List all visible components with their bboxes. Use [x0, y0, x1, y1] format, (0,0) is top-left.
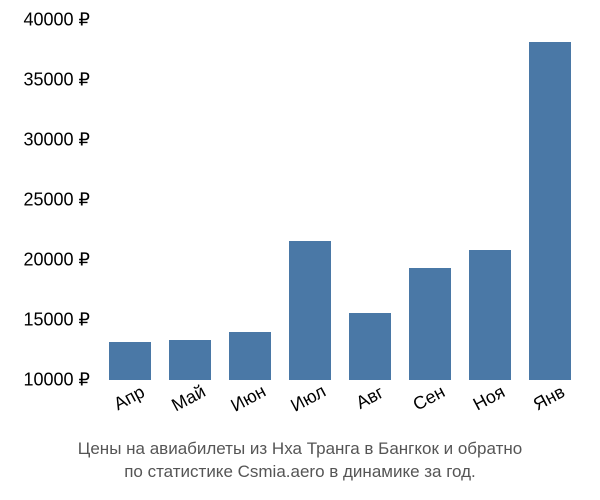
- x-tick-label: Сен: [410, 381, 449, 415]
- plot-area: АпрМайИюнИюлАвгСенНояЯнв 10000 ₽15000 ₽2…: [100, 20, 580, 380]
- bar-column: Ноя: [460, 20, 520, 380]
- x-tick-label: Авг: [353, 382, 388, 414]
- x-tick-label: Апр: [110, 382, 148, 415]
- bars-container: АпрМайИюнИюлАвгСенНояЯнв: [100, 20, 580, 380]
- bar: [169, 340, 211, 380]
- bar-column: Июл: [280, 20, 340, 380]
- chart-caption: Цены на авиабилеты из Нха Транга в Бангк…: [0, 438, 600, 484]
- bar: [289, 241, 331, 380]
- y-tick-label: 35000 ₽: [23, 70, 100, 91]
- y-tick-label: 10000 ₽: [23, 370, 100, 391]
- caption-line-2: по статистике Csmia.aero в динамике за г…: [124, 462, 476, 481]
- x-tick-label: Ноя: [470, 381, 509, 415]
- y-tick-label: 30000 ₽: [23, 130, 100, 151]
- bar-column: Май: [160, 20, 220, 380]
- bar-column: Апр: [100, 20, 160, 380]
- price-chart: АпрМайИюнИюлАвгСенНояЯнв 10000 ₽15000 ₽2…: [0, 0, 600, 500]
- bar: [409, 268, 451, 380]
- bar: [469, 250, 511, 380]
- bar: [529, 42, 571, 380]
- x-tick-label: Июл: [287, 381, 329, 417]
- x-tick-label: Янв: [530, 381, 569, 415]
- bar: [109, 342, 151, 380]
- bar: [229, 332, 271, 380]
- y-tick-label: 25000 ₽: [23, 190, 100, 211]
- bar-column: Июн: [220, 20, 280, 380]
- bar-column: Сен: [400, 20, 460, 380]
- caption-line-1: Цены на авиабилеты из Нха Транга в Бангк…: [78, 439, 522, 458]
- x-tick-label: Июн: [228, 381, 270, 417]
- x-tick-label: Май: [168, 381, 209, 416]
- y-tick-label: 15000 ₽: [23, 310, 100, 331]
- bar-column: Авг: [340, 20, 400, 380]
- bar-column: Янв: [520, 20, 580, 380]
- y-tick-label: 20000 ₽: [23, 250, 100, 271]
- bar: [349, 313, 391, 380]
- y-tick-label: 40000 ₽: [23, 10, 100, 31]
